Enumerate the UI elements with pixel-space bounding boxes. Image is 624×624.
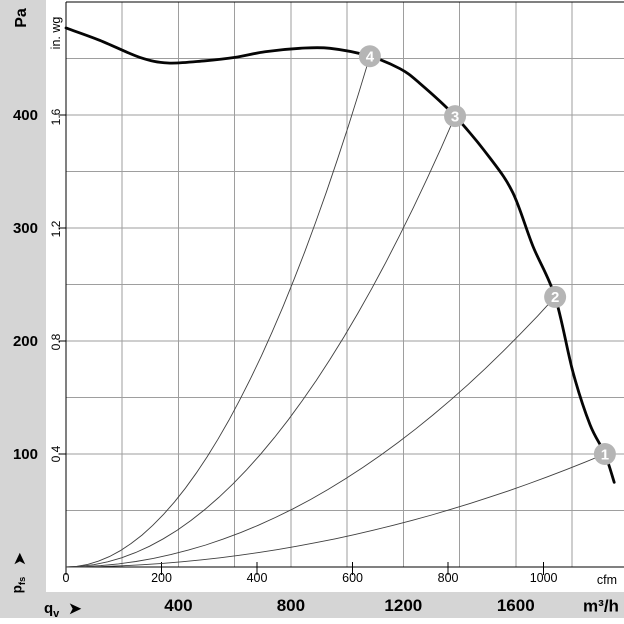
flow-axis-arrow-icon: ➤ [68,600,82,618]
bottom-white-strip [0,618,624,624]
fan-curve [64,26,616,484]
pa-tick-label: 200 [12,332,38,350]
m3h-tick-label: 400 [164,596,193,615]
cfm-tick-label: 400 [246,571,268,585]
inwg-tick-label: 1.2 [49,220,63,238]
inwg-tick-label: 0.8 [49,333,63,351]
flow-unit-primary-label: cfm [596,572,618,587]
system-curve-3 [65,115,456,568]
pressure-unit-secondary-label: in. wg [48,16,63,50]
plot-background [46,0,624,592]
m3h-tick-label: 1200 [384,596,423,615]
operating-point-marker-2 [544,285,567,308]
pa-tick-label: 100 [12,445,38,463]
cfm-tick-label: 600 [342,571,363,585]
pa-tick-label: 400 [12,106,38,124]
flow-symbol-label: qv [44,601,59,620]
operating-point-number-4: 4 [366,49,375,66]
pressure-symbol-base: p [9,585,25,594]
operating-point-number-2: 2 [551,289,559,306]
pressure-axis-arrow-icon: ➤ [11,552,29,566]
system-curve-4 [65,56,371,568]
pa-tick-label: 300 [12,219,38,237]
pressure-unit-label: Pa [13,8,30,28]
inwg-tick-label: 0.4 [49,446,63,463]
system-curve-2 [65,296,556,568]
operating-point-marker-4 [358,45,381,68]
m3h-tick-label: 1600 [496,596,535,615]
pressure-symbol-label: pfs [9,576,29,594]
inwg-tick-label: 1.6 [49,108,63,125]
flow-symbol-sub: v [53,608,60,620]
operating-point-number-1: 1 [601,446,609,463]
system-curve-1 [65,453,606,568]
cfm-tick-label: 800 [437,571,459,585]
cfm-tick-label: 200 [151,571,172,585]
flow-symbol-base: q [44,600,54,617]
operating-point-number-3: 3 [451,108,459,125]
cfm-tick-label: 1000 [529,571,558,585]
operating-point-marker-1 [593,443,616,465]
pressure-symbol-sub: fs [17,576,29,586]
operating-point-marker-3 [444,105,467,128]
m3h-tick-label: 800 [276,596,306,615]
cfm-tick-label: 0 [62,571,70,585]
flow-unit-secondary-label: m³/h [583,596,619,616]
